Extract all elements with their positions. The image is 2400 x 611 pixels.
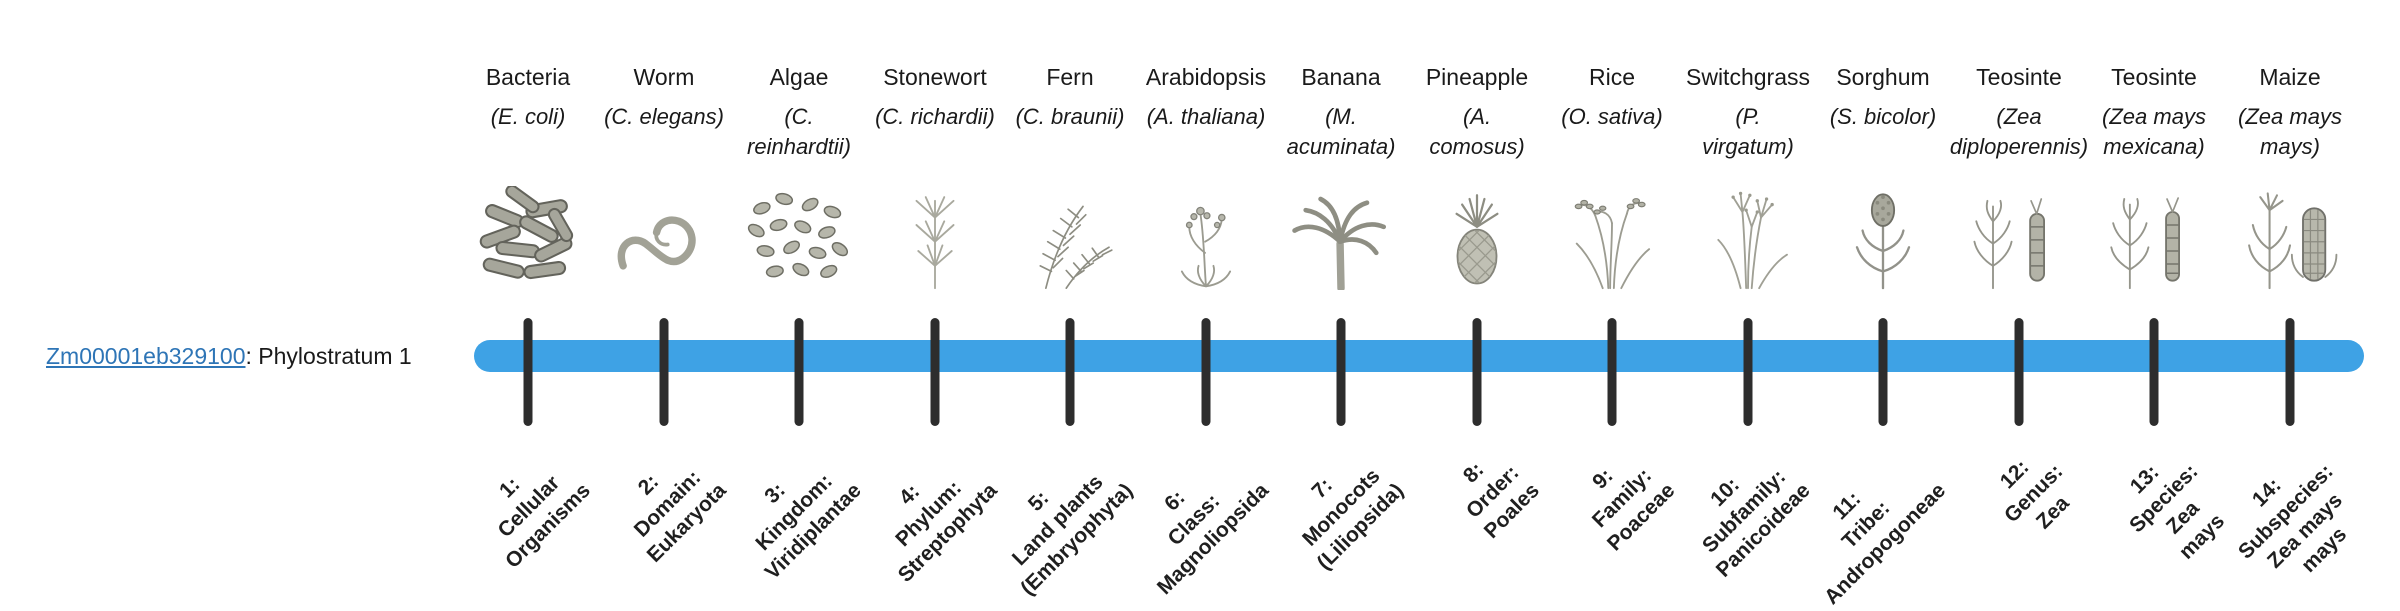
organism-scientific-name: (M. acuminata) — [1286, 104, 1396, 159]
organism-scientific-name: (Zea mays mays) — [2238, 104, 2342, 159]
organism-name: Switchgrass — [1686, 64, 1810, 90]
organism-name: Sorghum — [1836, 64, 1930, 90]
phylostratum-axis-label: 7: Monocots (Liliopsida) — [1298, 464, 1408, 575]
organism-name: Maize — [2259, 64, 2321, 90]
fern-icon — [1010, 176, 1130, 290]
timeline-tick — [1065, 318, 1075, 426]
timeline-tick — [1201, 318, 1211, 426]
organism-column-switchgrass: Switchgrass (P. virgatum) 10: Subfamily:… — [1673, 0, 1823, 582]
timeline-tick — [1607, 318, 1617, 426]
organism-column-fern: Fern (C. braunii) 5: Land plants (Embryo… — [995, 0, 1145, 600]
timeline-tick — [930, 318, 940, 426]
worm-icon — [604, 176, 724, 290]
timeline-tick — [1878, 318, 1888, 426]
phylostratum-axis-label: 2: Domain: Eukaryota — [630, 465, 731, 567]
phylostratum-text: : Phylostratum 1 — [245, 343, 412, 369]
organism-name: Teosinte — [1976, 64, 2062, 90]
organism-scientific-name: (Zea diploperennis) — [1949, 104, 2089, 159]
organism-scientific-name: (A. comosus) — [1429, 104, 1525, 159]
organism-name: Banana — [1301, 64, 1381, 90]
arabidopsis-icon — [1146, 176, 1266, 290]
maize-icon — [2230, 176, 2350, 290]
organism-scientific-name: (C. braunii) — [1015, 104, 1125, 129]
timeline-tick — [523, 318, 533, 426]
phylostratum-axis-label: 9: Family: Poaceae — [1587, 463, 1679, 556]
organism-column-algae: Algae (C. reinhardtii) 3: Ki — [724, 0, 874, 584]
organism-name: Arabidopsis — [1145, 64, 1267, 90]
teosinte-icon — [2094, 176, 2214, 290]
timeline-tick — [2149, 318, 2159, 426]
phylostratum-axis-label: 6: Class: Magnoliopsida — [1152, 478, 1273, 599]
organism-name: Bacteria — [485, 64, 571, 90]
organism-scientific-name: (Zea mays mexicana) — [2102, 104, 2206, 159]
timeline-tick — [1743, 318, 1753, 426]
organism-name: Worm — [633, 64, 695, 90]
organism-column-teosinte-diploperennis: Teosinte (Zea diploperennis) 12: Genus: … — [1944, 0, 2094, 580]
phylostratum-axis-label: 3: Kingdom: Viridiplantae — [751, 469, 866, 584]
gene-phylostratum-label: Zm00001eb329100: Phylostratum 1 — [46, 339, 412, 373]
timeline-tick — [659, 318, 669, 426]
organism-scientific-name: (C. richardii) — [875, 104, 995, 129]
organism-column-arabidopsis: Arabidopsis (A. thaliana) 6: Class: Magn… — [1131, 0, 1281, 599]
organism-scientific-name: (S. bicolor) — [1829, 104, 1937, 129]
banana-icon — [1281, 176, 1401, 290]
stonewort-icon — [875, 176, 995, 290]
organism-scientific-name: (C. reinhardtii) — [747, 104, 851, 159]
timeline-tick — [1472, 318, 1482, 426]
bacteria-icon — [468, 176, 588, 290]
organism-name: Algae — [769, 64, 829, 90]
organism-scientific-name: (P. virgatum) — [1702, 104, 1794, 159]
organism-scientific-name: (E. coli) — [490, 104, 566, 129]
phylostratum-axis-label: 8: Order: Poales — [1459, 458, 1544, 543]
organism-column-bacteria: Bacteria (E. coli) 1: Cellular Organisms — [453, 0, 603, 580]
organism-scientific-name: (A. thaliana) — [1146, 104, 1266, 129]
organism-name: Teosinte — [2111, 64, 2197, 90]
organism-scientific-name: (O. sativa) — [1561, 104, 1663, 129]
switchgrass-icon — [1688, 176, 1808, 290]
organism-column-banana: Banana (M. acuminata) 7: Monocots (Lilio… — [1266, 0, 1416, 580]
organism-column-maize: Maize (Zea mays mays) 14: Subspecies: Ze… — [2215, 0, 2365, 580]
organism-name: Fern — [1046, 64, 1094, 90]
timeline-tick — [1336, 318, 1346, 426]
organism-column-worm: Worm (C. elegans) 2: Domain: Eukaryota — [589, 0, 739, 580]
organism-column-pineapple: Pineapple (A. comosus) 8: Order: Poales — [1402, 0, 1552, 580]
phylostratum-axis-label: 14: Subspecies: Zea mays mays — [2234, 459, 2352, 577]
sorghum-icon — [1823, 176, 1943, 290]
teosinte-icon — [1959, 176, 2079, 290]
phylostratum-timeline-bar — [474, 340, 2364, 372]
algae-icon — [739, 176, 859, 290]
organism-column-rice: Rice (O. sativa) 9: Family: Poaceae — [1537, 0, 1687, 580]
timeline-tick — [794, 318, 804, 426]
phylostratum-axis-label: 12: Genus: Zea — [1995, 455, 2074, 534]
organism-column-stonewort: Stonewort (C. richardii) 4: Phylum: Stre… — [860, 0, 1010, 587]
organism-scientific-name: (C. elegans) — [604, 104, 724, 129]
timeline-tick — [2014, 318, 2024, 426]
organism-column-sorghum: Sorghum (S. bicolor) 11: Tribe: Andropog… — [1808, 0, 1958, 609]
phylostratum-axis-label: 5: Land plants (Embryophyta) — [1007, 470, 1137, 600]
organism-name: Pineapple — [1425, 64, 1529, 90]
timeline-tick — [2285, 318, 2295, 426]
organism-name: Stonewort — [883, 64, 987, 90]
phylostratum-axis-label: 4: Phylum: Streptophyta — [891, 476, 1002, 587]
organism-column-teosinte-mexicana: Teosinte (Zea mays mexicana) 13: Species… — [2079, 0, 2229, 580]
phylostratum-axis-label: 1: Cellular Organisms — [493, 471, 595, 573]
pineapple-icon — [1417, 176, 1537, 290]
organism-name: Rice — [1588, 64, 1635, 90]
rice-icon — [1552, 176, 1672, 290]
gene-link[interactable]: Zm00001eb329100 — [46, 343, 246, 369]
